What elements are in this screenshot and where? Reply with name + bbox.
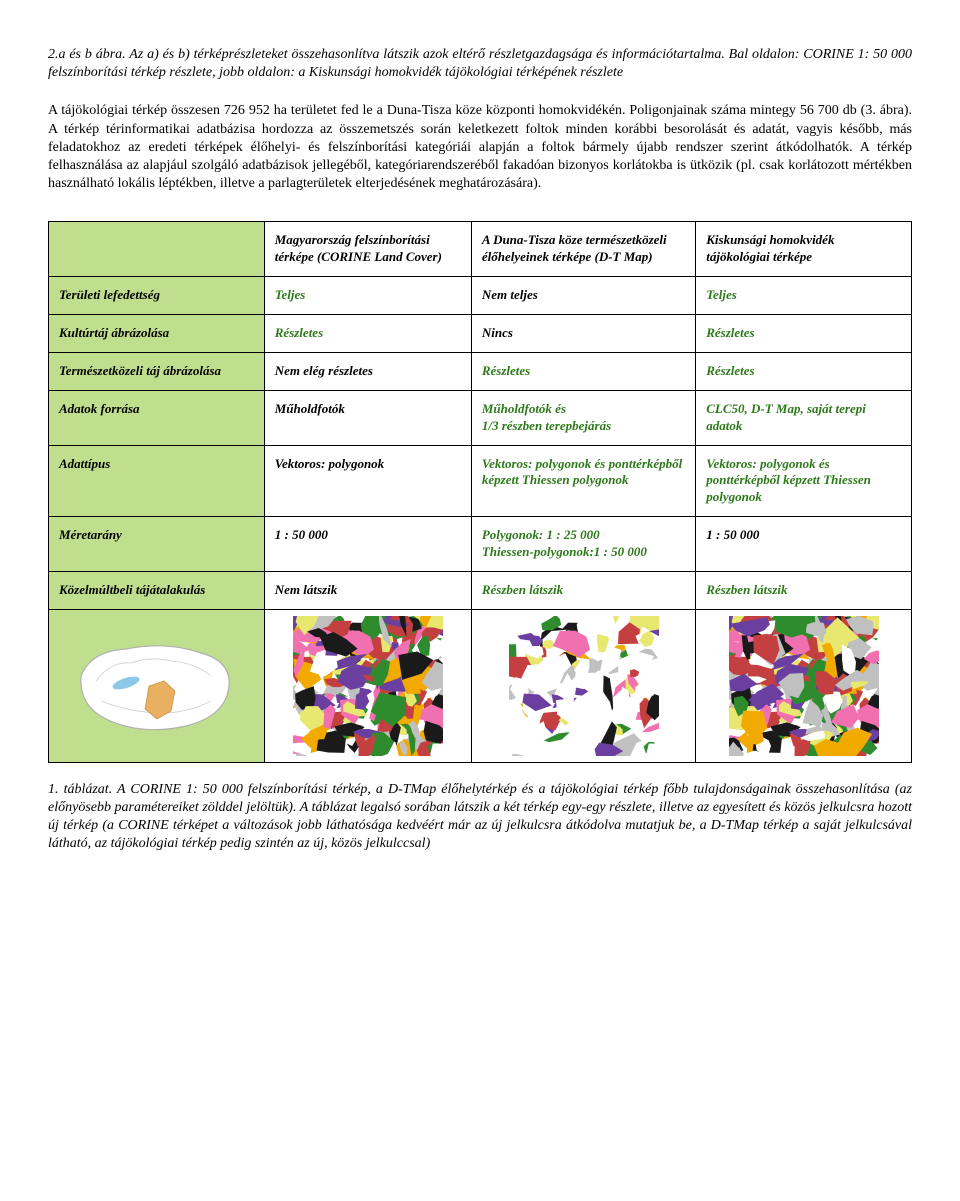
corine-map-icon [293,616,443,756]
table-caption: 1. táblázat. A CORINE 1: 50 000 felszínb… [48,781,912,854]
thumb-corine [264,609,471,762]
cell: Részletes [471,352,695,390]
cell: Nem teljes [471,277,695,315]
hungary-outline-icon [71,631,241,741]
thumb-hungary [49,609,265,762]
header-col3: Kiskunsági homokvidék tájökológiai térké… [696,222,912,277]
cell: 1 : 50 000 [264,517,471,572]
cell: Vektoros: polygonok [264,445,471,517]
merged-map-icon [729,616,879,756]
cell: Részletes [696,352,912,390]
cell: Vektoros: polygonok és ponttérképből kép… [696,445,912,517]
thumb-merged [696,609,912,762]
table-row: AdattípusVektoros: polygonokVektoros: po… [49,445,912,517]
cell: CLC50, D-T Map, saját terepi adatok [696,390,912,445]
dtmap-icon [509,616,659,756]
cell: Polygonok: 1 : 25 000 Thiessen-polygonok… [471,517,695,572]
header-col2: A Duna-Tisza köze természetközeli élőhel… [471,222,695,277]
cell: Műholdfotók [264,390,471,445]
cell: Részletes [264,314,471,352]
thumb-dtmap [471,609,695,762]
row-label: Kultúrtáj ábrázolása [49,314,265,352]
cell: Teljes [696,277,912,315]
thumbnail-row [49,609,912,762]
row-label: Adattípus [49,445,265,517]
figure-caption: 2.a és b ábra. Az a) és b) térképrészlet… [48,46,912,82]
table-row: Területi lefedettségTeljesNem teljesTelj… [49,277,912,315]
row-label: Méretarány [49,517,265,572]
cell: Nem látszik [264,572,471,610]
cell: 1 : 50 000 [696,517,912,572]
cell: Részben látszik [696,572,912,610]
table-header-row: Magyarország felszínborítási térképe (CO… [49,222,912,277]
row-label: Természetközeli táj ábrázolása [49,352,265,390]
cell: Részben látszik [471,572,695,610]
comparison-table: Magyarország felszínborítási térképe (CO… [48,221,912,763]
table-row: Méretarány1 : 50 000Polygonok: 1 : 25 00… [49,517,912,572]
row-label: Adatok forrása [49,390,265,445]
cell: Teljes [264,277,471,315]
row-label: Területi lefedettség [49,277,265,315]
cell: Nincs [471,314,695,352]
table-row: Természetközeli táj ábrázolásaNem elég r… [49,352,912,390]
table-row: Adatok forrásaMűholdfotókMűholdfotók és … [49,390,912,445]
table-row: Kultúrtáj ábrázolásaRészletesNincsRészle… [49,314,912,352]
cell: Nem elég részletes [264,352,471,390]
cell: Vektoros: polygonok és ponttérképből kép… [471,445,695,517]
table-row: Közelmúltbeli tájátalakulásNem látszikRé… [49,572,912,610]
header-col1: Magyarország felszínborítási térképe (CO… [264,222,471,277]
body-paragraph: A tájökológiai térkép összesen 726 952 h… [48,102,912,193]
header-empty [49,222,265,277]
cell: Műholdfotók és 1/3 részben terepbejárás [471,390,695,445]
cell: Részletes [696,314,912,352]
row-label: Közelmúltbeli tájátalakulás [49,572,265,610]
